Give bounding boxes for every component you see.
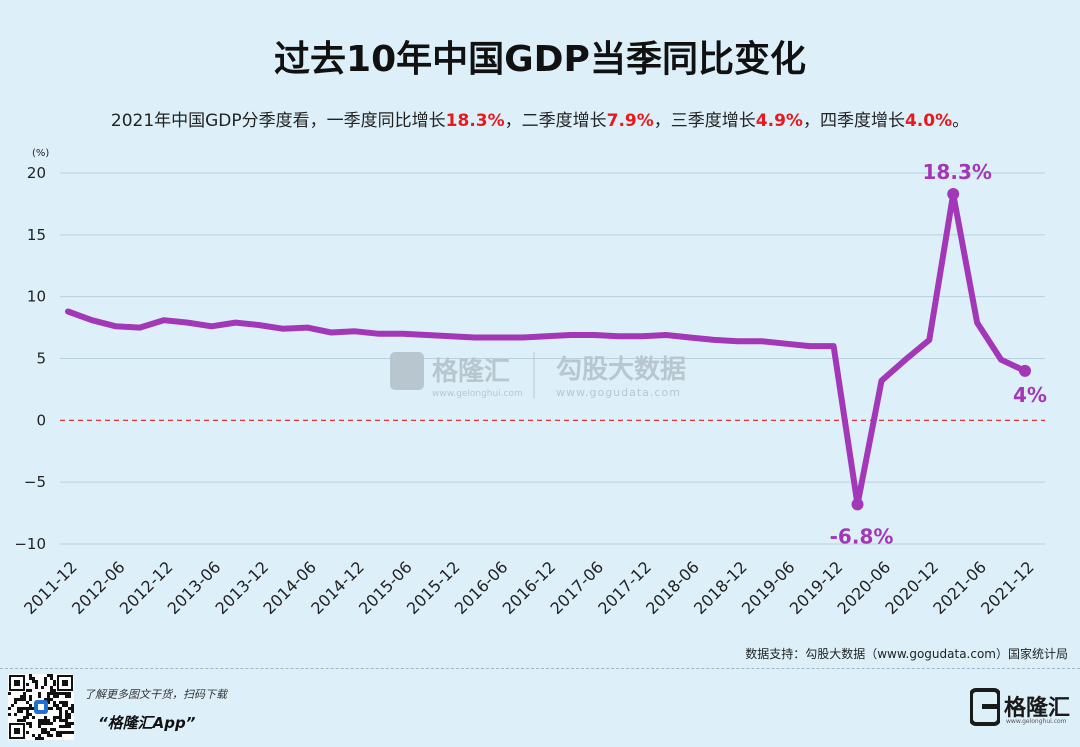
y-tick-label: 0 — [36, 411, 46, 429]
x-axis: 2011-122012-062012-122013-062013-122014-… — [20, 557, 1038, 618]
annotation-label: 18.3% — [923, 160, 992, 184]
subtitle-prefix: 2021年中国GDP分季度看，一季度同比增长 — [110, 111, 446, 131]
series-line — [65, 191, 1028, 508]
brand-logo: 格隆汇 www.gelonghui.com — [970, 688, 1074, 734]
subtitle-q4-value: 4.0% — [904, 111, 953, 131]
qr-code-icon[interactable] — [8, 674, 74, 740]
gdp-line-chart: 20 15 10 5 0 −5 −10 (%) 格隆汇 www.gelonghui.com … — [14, 148, 1047, 618]
annotation-label: 4% — [1013, 383, 1047, 407]
app-name: “格隆汇App” — [98, 714, 196, 732]
annotation-point — [947, 188, 960, 201]
promo-text: 了解更多图文干货，扫码下载 — [84, 688, 227, 701]
subtitle-suffix: 。 — [952, 111, 970, 131]
brand-name: 格隆汇 — [1004, 696, 1071, 721]
watermark: 格隆汇 www.gelonghui.com 勾股大数据 www.gogudata… — [390, 352, 686, 399]
y-axis-unit-label: (%) — [32, 148, 49, 159]
chart-title: 过去10年中国GDP当季同比变化 — [274, 39, 806, 80]
y-tick-label: −5 — [24, 473, 46, 491]
subtitle-q3-value: 4.9% — [755, 111, 803, 131]
y-tick-label: −10 — [14, 535, 46, 553]
watermark-partner-url: www.gogudata.com — [556, 386, 681, 399]
data-source: 数据支持：勾股大数据（www.gogudata.com）国家统计局 — [745, 647, 1068, 661]
y-tick-label: 10 — [27, 288, 46, 306]
brand-logo-icon — [970, 688, 1000, 726]
annotation-label: -6.8% — [830, 524, 894, 548]
watermark-partner: 勾股大数据 — [556, 355, 686, 385]
footer-divider — [0, 668, 1080, 669]
annotations: -6.8% 18.3% 4% — [830, 160, 1047, 548]
watermark-logo-icon — [390, 352, 424, 390]
annotation-point — [851, 498, 864, 511]
subtitle-mid3: ，四季度增长 — [802, 111, 905, 131]
annotation-point — [1019, 364, 1031, 377]
watermark-brand-url: www.gelonghui.com — [432, 389, 523, 399]
subtitle-q1-value: 18.3% — [445, 111, 505, 131]
subtitle-mid2: ，三季度增长 — [653, 111, 756, 131]
y-tick-label: 5 — [36, 350, 46, 368]
series-gdp — [65, 191, 1028, 508]
grid-lines — [60, 172, 1045, 545]
x-tick-label: 2021-12 — [977, 557, 1038, 618]
watermark-brand: 格隆汇 — [432, 356, 510, 387]
y-axis: 20 15 10 5 0 −5 −10 — [14, 164, 46, 553]
y-tick-label: 15 — [27, 226, 46, 244]
chart-subtitle: 2021年中国GDP分季度看，一季度同比增长18.3%，二季度增长7.9%，三季… — [0, 106, 1080, 131]
subtitle-q2-value: 7.9% — [606, 111, 654, 131]
subtitle-mid1: ，二季度增长 — [504, 111, 607, 131]
y-tick-label: 20 — [27, 164, 46, 182]
brand-url: www.gelonghui.com — [1006, 718, 1067, 725]
